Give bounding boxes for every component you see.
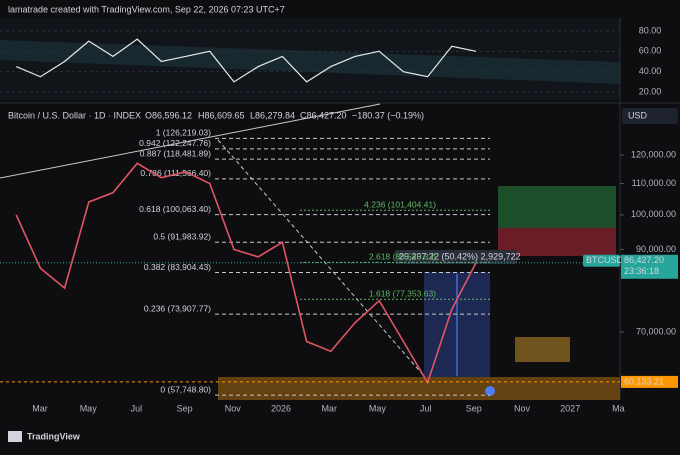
currency-box[interactable] — [622, 108, 678, 124]
ohlc-high: H86,609.65 — [198, 110, 245, 120]
time-label: Sep — [177, 403, 193, 413]
rsi-tick-label: 60.00 — [639, 46, 662, 56]
time-label: Sep — [466, 403, 482, 413]
fib-label: 0 (57,748.80) — [160, 384, 211, 394]
brand: TradingView — [27, 431, 81, 441]
marker-box — [621, 375, 678, 388]
rsi-tick-label: 80.00 — [639, 25, 662, 35]
time-label: Mar — [321, 403, 337, 413]
time-label: Jul — [420, 403, 432, 413]
fib-label: 0.942 (122,247.76) — [139, 138, 211, 148]
price-tick-label: 120,000.00 — [631, 149, 676, 159]
zone-box — [515, 337, 570, 362]
event-marker[interactable] — [485, 386, 495, 396]
price-tick-label: 90,000.00 — [636, 244, 676, 254]
logo-mark — [8, 431, 22, 442]
stop-zone — [498, 228, 616, 256]
time-label: 2026 — [271, 403, 291, 413]
fib-extension-label: 2.618 (86,540.33) — [369, 252, 436, 262]
countdown: 23:36:18 — [624, 266, 659, 276]
measure-label: 29,297.22 (50.42%) 2,929,722 — [399, 251, 521, 261]
currency: USD — [628, 110, 648, 120]
target-zone — [498, 186, 616, 228]
time-label: Mar — [32, 403, 48, 413]
rsi-line — [15, 38, 477, 83]
rsi-tick-label: 40.00 — [639, 66, 662, 76]
trend-line — [0, 103, 381, 179]
last-price-symbol-box — [583, 254, 620, 267]
fib-label: 0.786 (111,566.40) — [140, 168, 211, 178]
rsi-band — [0, 40, 620, 84]
time-label: May — [369, 403, 387, 413]
time-label: May — [80, 403, 98, 413]
symbol: Bitcoin / U.S. Dollar · 1D · INDEX — [8, 110, 141, 120]
fib-label: 0.618 (100,063.40) — [139, 204, 211, 214]
ohlc-open: O86,596.12 — [145, 110, 192, 120]
rsi-tick-label: 20.00 — [639, 86, 662, 96]
caption: lamatrade created with TradingView.com, … — [8, 4, 285, 14]
fib-extension-label: 4.236 (101,404.41) — [364, 200, 436, 210]
ohlc-low: L86,279.84 — [250, 110, 295, 120]
fib-extension-label: 1.618 (77,353.63) — [369, 288, 436, 298]
time-label: Nov — [225, 403, 242, 413]
price-tick-label: 100,000.00 — [631, 209, 676, 219]
price-line — [15, 162, 477, 385]
fib-label: 1 (126,219.03) — [156, 128, 211, 138]
time-label: Nov — [514, 403, 531, 413]
price-tick-label: 70,000.00 — [636, 326, 676, 336]
volume-zone — [218, 377, 620, 400]
fib-label: 0.5 (91,983.92) — [153, 232, 211, 242]
fib-label: 0.887 (118,481.89) — [140, 148, 211, 158]
last-price-symbol: BTCUSD — [586, 255, 624, 265]
last-price-box — [621, 254, 678, 279]
ohlc-change: −180.37 (−0.19%) — [352, 110, 424, 120]
time-label: Jul — [131, 403, 143, 413]
fib-label: 0.236 (73,907.77) — [144, 303, 211, 313]
price-tick-label: 110,000.00 — [632, 178, 676, 188]
time-label: Ma — [612, 403, 625, 413]
fib-label: 0.382 (83,904.43) — [144, 262, 211, 272]
measure-tooltip — [395, 250, 517, 264]
last-price-label: 86,427.20 — [624, 255, 664, 265]
marker-label: 60,133.21 — [624, 376, 664, 386]
time-label: 2027 — [560, 403, 580, 413]
